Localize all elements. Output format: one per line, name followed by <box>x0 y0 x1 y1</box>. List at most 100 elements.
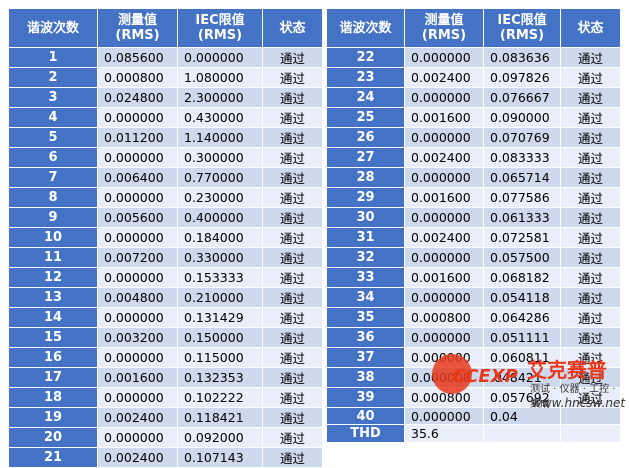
value-cell: 0.210000 <box>177 287 263 308</box>
data-row: 35 0.000800 0.064286 通过 <box>326 307 621 328</box>
data-row: 28 0.000000 0.065714 通过 <box>326 167 621 188</box>
watermark: CCEXP 艾克赛普 测试 · 仪器 · 工控 · 集成 www.hncsw.n… <box>432 352 627 416</box>
value-cell: 35.6 <box>404 424 484 443</box>
status-cell: 通过 <box>262 387 323 408</box>
harmonic-order: 15 <box>8 327 98 348</box>
status-cell: 通过 <box>262 147 323 168</box>
header-row: 谐波次数 测量值 (RMS) IEC限值 (RMS) 状态 <box>326 8 621 48</box>
status-cell: 通过 <box>262 167 323 188</box>
status-cell: 通过 <box>560 127 621 148</box>
harmonic-order: 35 <box>326 307 405 328</box>
status-cell: 通过 <box>262 227 323 248</box>
status-cell: 通过 <box>262 247 323 268</box>
header-text: IEC限值 <box>195 13 245 28</box>
value-cell: 0.065714 <box>483 167 561 188</box>
status-cell: 通过 <box>560 67 621 88</box>
status-cell <box>560 424 621 443</box>
value-cell: 0.057692 <box>483 387 561 408</box>
data-row: 16 0.000000 0.115000 通过 <box>8 347 323 368</box>
harmonic-order: 25 <box>326 107 405 128</box>
harmonic-order: 3 <box>8 87 98 108</box>
value-cell: 0.054118 <box>483 287 561 308</box>
data-row: 17 0.001600 0.132353 通过 <box>8 367 323 388</box>
header-cell: 状态 <box>262 8 323 48</box>
data-row: 14 0.000000 0.131429 通过 <box>8 307 323 328</box>
value-cell: .048421 <box>483 367 561 388</box>
status-cell: 通过 <box>560 147 621 168</box>
value-cell: 0.000000 <box>97 347 178 368</box>
harmonic-order: 2 <box>8 67 98 88</box>
value-cell: 0.000000 <box>97 147 178 168</box>
value-cell: 0.051111 <box>483 327 561 348</box>
header-text: (RMS) <box>499 28 545 43</box>
status-cell: 通过 <box>560 187 621 208</box>
value-cell: 0.064286 <box>483 307 561 328</box>
status-cell: 通过 <box>262 187 323 208</box>
status-cell: 通过 <box>262 447 323 468</box>
status-cell: 通过 <box>262 327 323 348</box>
status-cell: 通过 <box>560 247 621 268</box>
data-row: 12 0.000000 0.153333 通过 <box>8 267 323 288</box>
harmonic-order: 27 <box>326 147 405 168</box>
harmonic-order: 8 <box>8 187 98 208</box>
value-cell: 0.002400 <box>97 407 178 428</box>
data-row: 2 0.000800 1.080000 通过 <box>8 67 323 88</box>
value-cell: 0.184000 <box>177 227 263 248</box>
value-cell: 0.118421 <box>177 407 263 428</box>
data-row: 39 0.000800 0.057692 通过 <box>326 387 621 408</box>
value-cell: 1.080000 <box>177 67 263 88</box>
value-cell: 0.068182 <box>483 267 561 288</box>
harmonic-order: 12 <box>8 267 98 288</box>
value-cell: 0.000000 <box>404 207 484 228</box>
value-cell: 0.000000 <box>97 387 178 408</box>
status-cell: 通过 <box>560 387 621 408</box>
data-row: 1 0.085600 0.000000 通过 <box>8 47 323 68</box>
status-cell: 通过 <box>262 207 323 228</box>
data-row: 11 0.007200 0.330000 通过 <box>8 247 323 268</box>
value-cell: 0.076667 <box>483 87 561 108</box>
data-row: 33 0.001600 0.068182 通过 <box>326 267 621 288</box>
header-cell: 谐波次数 <box>326 8 405 48</box>
status-cell: 通过 <box>262 427 323 448</box>
value-cell: 0.430000 <box>177 107 263 128</box>
data-row: THD 35.6 <box>326 424 621 443</box>
data-row: 19 0.002400 0.118421 通过 <box>8 407 323 428</box>
header-text: 谐波次数 <box>339 20 392 36</box>
value-cell: 0.077586 <box>483 187 561 208</box>
status-cell: 通过 <box>262 407 323 428</box>
value-cell: 0.000000 <box>404 127 484 148</box>
value-cell: 0.005600 <box>97 207 178 228</box>
url: www.hncsw.net <box>532 396 626 410</box>
harmonic-order: 26 <box>326 127 405 148</box>
brand: 艾克赛普 <box>527 358 607 382</box>
value-cell: 0.006400 <box>97 167 178 188</box>
value-cell: 0.002400 <box>97 447 178 468</box>
harmonic-order: 5 <box>8 127 98 148</box>
harmonic-order: 20 <box>8 427 98 448</box>
header-text: 谐波次数 <box>26 20 79 36</box>
value-cell: 0.330000 <box>177 247 263 268</box>
header-text: 状态 <box>279 20 306 36</box>
value-cell: 0.002400 <box>404 227 484 248</box>
value-cell: 0.000800 <box>404 307 484 328</box>
data-row: 5 0.011200 1.140000 通过 <box>8 127 323 148</box>
value-cell: 0.000000 <box>97 427 178 448</box>
status-cell: 通过 <box>262 107 323 128</box>
value-cell: 0.102222 <box>177 387 263 408</box>
data-row: 9 0.005600 0.400000 通过 <box>8 207 323 228</box>
harmonic-order: 6 <box>8 147 98 168</box>
value-cell: 0.057500 <box>483 247 561 268</box>
value-cell: 0.090000 <box>483 107 561 128</box>
value-cell: 0.770000 <box>177 167 263 188</box>
value-cell: 0.007200 <box>97 247 178 268</box>
harmonic-order: 40 <box>326 406 405 426</box>
data-row: 29 0.001600 0.077586 通过 <box>326 187 621 208</box>
status-cell: 通过 <box>560 307 621 328</box>
value-cell: 0.153333 <box>177 267 263 288</box>
value-cell: 0.000800 <box>404 387 484 408</box>
data-row: 34 0.000000 0.054118 通过 <box>326 287 621 308</box>
harmonic-order: 37 <box>326 347 405 368</box>
value-cell: 0.300000 <box>177 147 263 168</box>
status-cell: 通过 <box>262 87 323 108</box>
value-cell: 0.132353 <box>177 367 263 388</box>
